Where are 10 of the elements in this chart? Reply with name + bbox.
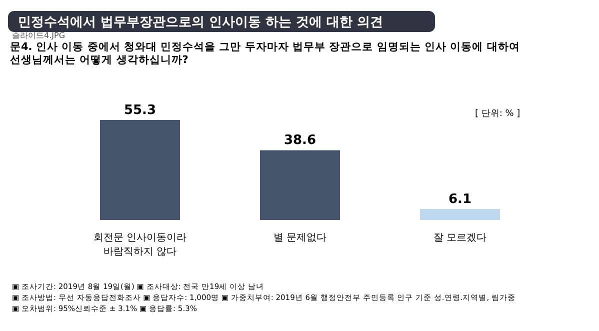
x-tick-label: 별 문제없다 [273,232,327,244]
x-tick-label: 잘 모르겠다 [433,232,487,244]
text: 슬라이드4.JPG [12,31,66,40]
data-label: 38.6 [284,133,316,148]
chart-title: 민정수석에서 법무부장관으로의 인사이동 하는 것에 대한 의견 [18,15,384,30]
x-tick-label: 회전문 인사이동이라 바람직하지 않다 [93,232,187,258]
text: [ 단위: % ] [475,109,520,119]
data-label: 55.3 [124,103,156,118]
chart-subtitle: 문4. 인사 이동 중에서 청와대 민정수석을 그만 두자마자 법무부 장관으로 임명되는 인사 이동에 대하여 선생님께서는 어떻게 생각하십니까? [10,41,520,66]
data-label: 6.1 [448,192,472,207]
